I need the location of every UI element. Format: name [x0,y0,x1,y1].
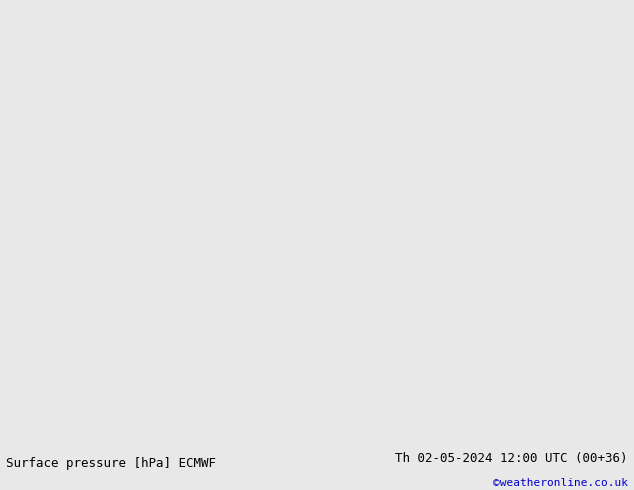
Text: Th 02-05-2024 12:00 UTC (00+36): Th 02-05-2024 12:00 UTC (00+36) [395,452,628,465]
Text: ©weatheronline.co.uk: ©weatheronline.co.uk [493,478,628,488]
Text: Surface pressure [hPa] ECMWF: Surface pressure [hPa] ECMWF [6,457,216,469]
